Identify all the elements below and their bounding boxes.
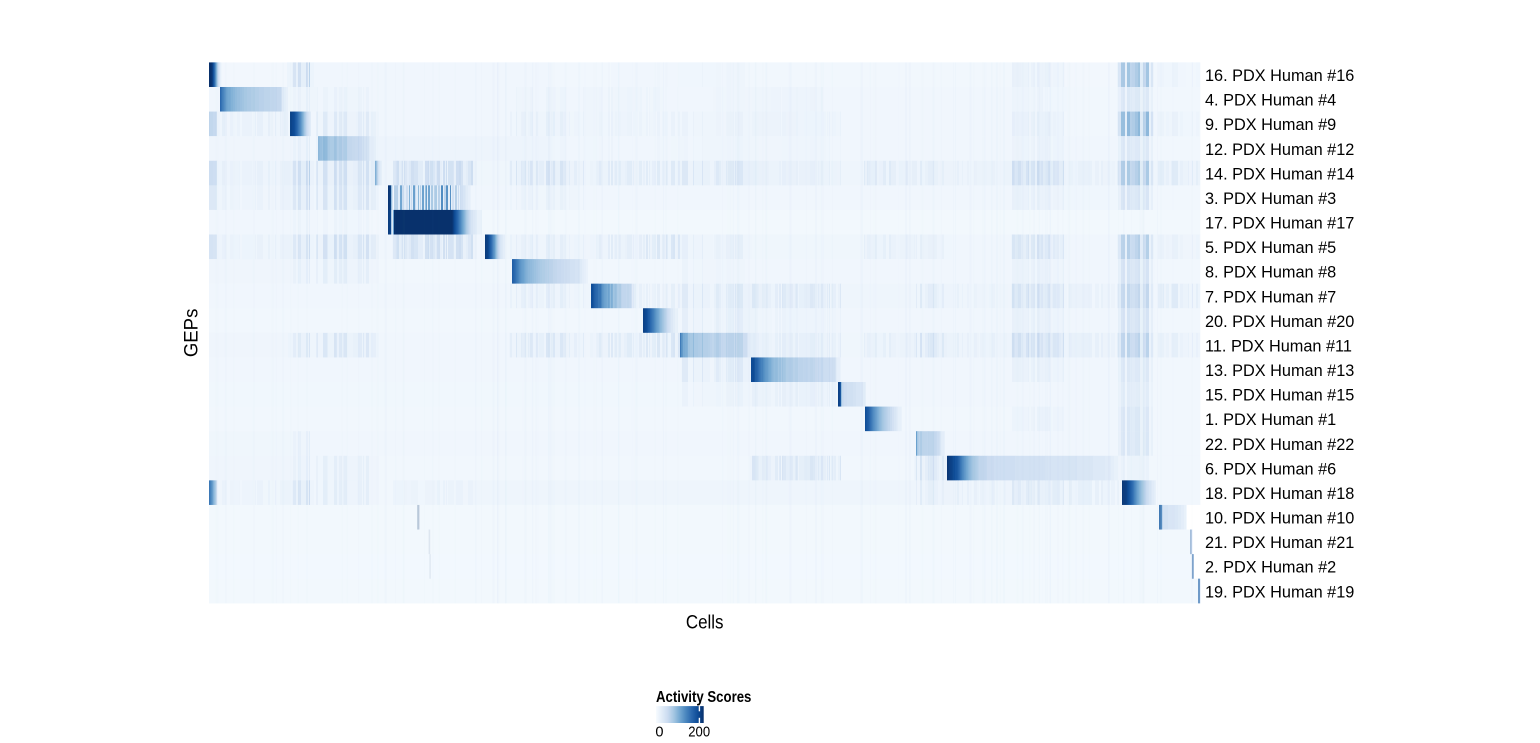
svg-text:5. PDX Human #5: 5. PDX Human #5 [1205, 239, 1336, 257]
svg-text:2. PDX Human #2: 2. PDX Human #2 [1205, 559, 1336, 577]
svg-text:9. PDX Human #9: 9. PDX Human #9 [1205, 116, 1336, 134]
svg-text:Activity Scores: Activity Scores [656, 689, 751, 706]
svg-text:GEPs: GEPs [182, 309, 203, 358]
svg-text:Cells: Cells [686, 613, 724, 634]
svg-text:15. PDX Human #15: 15. PDX Human #15 [1205, 387, 1354, 405]
svg-text:19. PDX Human #19: 19. PDX Human #19 [1205, 583, 1354, 601]
svg-text:14. PDX Human #14: 14. PDX Human #14 [1205, 165, 1354, 183]
svg-text:7. PDX Human #7: 7. PDX Human #7 [1205, 288, 1336, 306]
svg-text:0: 0 [655, 725, 663, 741]
svg-text:22. PDX Human #22: 22. PDX Human #22 [1205, 436, 1354, 454]
svg-text:3. PDX Human #3: 3. PDX Human #3 [1205, 190, 1336, 208]
svg-text:17. PDX Human #17: 17. PDX Human #17 [1205, 215, 1354, 233]
svg-text:1. PDX Human #1: 1. PDX Human #1 [1205, 411, 1336, 429]
svg-text:11. PDX Human #11: 11. PDX Human #11 [1205, 337, 1352, 355]
svg-text:20. PDX Human #20: 20. PDX Human #20 [1205, 313, 1354, 331]
svg-text:6. PDX Human #6: 6. PDX Human #6 [1205, 460, 1336, 478]
svg-text:4. PDX Human #4: 4. PDX Human #4 [1205, 92, 1336, 110]
svg-text:10. PDX Human #10: 10. PDX Human #10 [1205, 510, 1354, 528]
svg-text:12. PDX Human #12: 12. PDX Human #12 [1205, 141, 1354, 159]
svg-text:13. PDX Human #13: 13. PDX Human #13 [1205, 362, 1354, 380]
svg-text:16. PDX Human #16: 16. PDX Human #16 [1205, 67, 1354, 85]
svg-text:21. PDX Human #21: 21. PDX Human #21 [1205, 534, 1354, 552]
svg-text:8. PDX Human #8: 8. PDX Human #8 [1205, 264, 1336, 282]
svg-text:18. PDX Human #18: 18. PDX Human #18 [1205, 485, 1354, 503]
svg-text:200: 200 [688, 725, 710, 741]
